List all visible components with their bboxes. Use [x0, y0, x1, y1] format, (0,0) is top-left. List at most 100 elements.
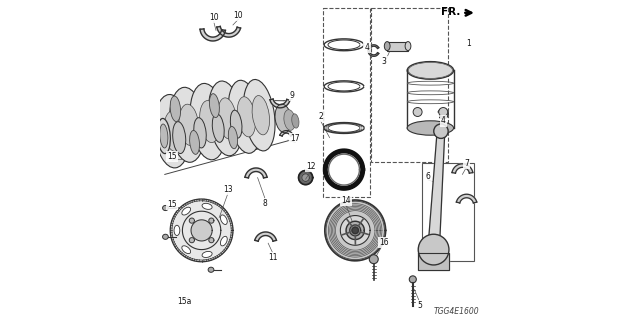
- Ellipse shape: [163, 205, 168, 211]
- Text: 4: 4: [365, 43, 369, 52]
- Text: TGG4E1600: TGG4E1600: [434, 307, 480, 316]
- Polygon shape: [438, 108, 448, 119]
- Polygon shape: [427, 243, 440, 257]
- Text: 10: 10: [209, 13, 219, 22]
- Ellipse shape: [243, 79, 275, 151]
- Ellipse shape: [384, 42, 390, 51]
- Text: 2: 2: [318, 112, 323, 121]
- Polygon shape: [326, 201, 385, 260]
- Text: 11: 11: [268, 253, 277, 262]
- Polygon shape: [371, 256, 377, 262]
- Text: 15: 15: [167, 200, 177, 209]
- Bar: [371, 8, 448, 162]
- Text: 3: 3: [381, 57, 387, 66]
- Ellipse shape: [179, 104, 198, 145]
- Polygon shape: [325, 200, 385, 261]
- Text: 16: 16: [379, 238, 389, 247]
- Ellipse shape: [369, 255, 378, 264]
- Ellipse shape: [189, 131, 200, 154]
- Bar: [387, 42, 408, 51]
- Polygon shape: [419, 253, 449, 270]
- Ellipse shape: [209, 94, 220, 117]
- Ellipse shape: [154, 94, 190, 168]
- Polygon shape: [425, 65, 436, 76]
- Ellipse shape: [182, 207, 191, 215]
- Polygon shape: [436, 126, 445, 136]
- Ellipse shape: [173, 122, 186, 154]
- Ellipse shape: [439, 108, 448, 116]
- Polygon shape: [200, 29, 225, 41]
- Ellipse shape: [202, 203, 212, 209]
- Ellipse shape: [164, 111, 184, 151]
- Polygon shape: [340, 215, 370, 245]
- Ellipse shape: [194, 118, 206, 148]
- Polygon shape: [255, 232, 276, 241]
- Ellipse shape: [228, 80, 262, 153]
- Ellipse shape: [284, 110, 295, 130]
- Ellipse shape: [182, 246, 191, 253]
- Polygon shape: [189, 238, 195, 243]
- Ellipse shape: [252, 96, 269, 135]
- Polygon shape: [368, 45, 379, 56]
- Ellipse shape: [410, 276, 417, 283]
- Ellipse shape: [237, 97, 255, 137]
- Text: 4: 4: [441, 116, 445, 125]
- Text: 5: 5: [417, 301, 422, 310]
- Polygon shape: [209, 238, 214, 243]
- Ellipse shape: [413, 108, 422, 116]
- Ellipse shape: [174, 225, 180, 236]
- Ellipse shape: [208, 267, 214, 272]
- Text: 15a: 15a: [177, 297, 191, 306]
- Ellipse shape: [202, 252, 212, 258]
- Ellipse shape: [228, 126, 237, 149]
- Ellipse shape: [190, 84, 226, 160]
- Text: 17: 17: [291, 134, 300, 143]
- Polygon shape: [440, 109, 447, 115]
- Text: 8: 8: [262, 199, 268, 208]
- Ellipse shape: [292, 114, 299, 128]
- Ellipse shape: [220, 236, 227, 246]
- Ellipse shape: [408, 62, 452, 78]
- Ellipse shape: [208, 81, 243, 156]
- Ellipse shape: [160, 124, 168, 148]
- Text: 15: 15: [167, 152, 177, 161]
- Ellipse shape: [407, 121, 454, 135]
- Ellipse shape: [230, 110, 242, 138]
- Bar: [323, 8, 370, 197]
- Polygon shape: [324, 150, 364, 189]
- Ellipse shape: [220, 215, 227, 224]
- Polygon shape: [189, 218, 195, 223]
- Polygon shape: [270, 99, 290, 108]
- Ellipse shape: [407, 61, 454, 79]
- Polygon shape: [217, 27, 241, 37]
- Polygon shape: [302, 174, 310, 181]
- Polygon shape: [280, 131, 293, 136]
- Text: 13: 13: [223, 185, 233, 194]
- Ellipse shape: [157, 118, 170, 154]
- Text: 1: 1: [466, 39, 470, 48]
- Text: 14: 14: [340, 196, 351, 204]
- Text: FR.: FR.: [442, 7, 461, 17]
- Polygon shape: [428, 131, 445, 250]
- Text: 12: 12: [306, 162, 316, 171]
- Polygon shape: [456, 194, 477, 203]
- Text: 6: 6: [426, 172, 431, 180]
- Ellipse shape: [434, 124, 448, 138]
- Ellipse shape: [170, 87, 205, 162]
- Text: 7: 7: [464, 159, 469, 168]
- Polygon shape: [346, 221, 364, 239]
- Polygon shape: [440, 257, 445, 261]
- Polygon shape: [209, 218, 214, 223]
- Text: 10: 10: [234, 11, 243, 20]
- Polygon shape: [452, 164, 473, 173]
- Ellipse shape: [212, 114, 224, 142]
- Polygon shape: [170, 199, 233, 262]
- Polygon shape: [191, 220, 212, 241]
- Polygon shape: [352, 227, 358, 234]
- Bar: [422, 163, 474, 261]
- Ellipse shape: [275, 104, 291, 133]
- Polygon shape: [299, 171, 312, 185]
- Ellipse shape: [163, 234, 168, 239]
- Polygon shape: [328, 154, 360, 185]
- Polygon shape: [422, 257, 427, 261]
